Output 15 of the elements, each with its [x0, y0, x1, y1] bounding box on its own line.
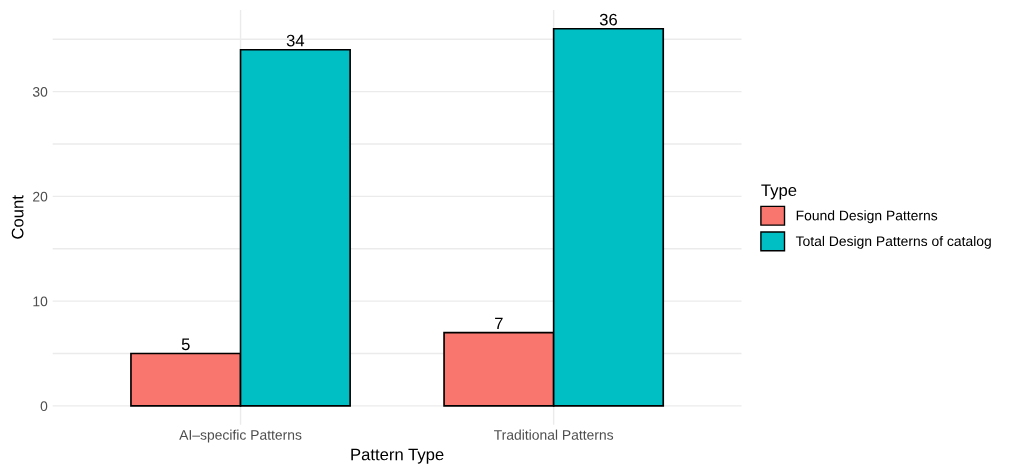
legend-title: Type: [761, 184, 797, 200]
y-axis-title: Count: [11, 195, 24, 239]
y-tick-label: 20: [33, 191, 48, 202]
data-label: 34: [286, 34, 305, 47]
x-axis-title: Pattern Type: [351, 448, 444, 464]
data-label: 7: [495, 317, 503, 330]
y-tick-label: 30: [32, 86, 48, 97]
legend-label: Found Design Patterns: [796, 210, 938, 224]
x-tick-label: AI–specific Patterns: [179, 429, 302, 443]
y-tick-label: 0: [40, 401, 48, 412]
data-label: 36: [599, 13, 617, 26]
data-label: 5: [181, 338, 190, 351]
legend-label: Total Design Patterns of catalog: [795, 235, 991, 249]
y-tick-label: 10: [33, 296, 48, 307]
x-tick-label: Traditional Patterns: [494, 429, 614, 440]
